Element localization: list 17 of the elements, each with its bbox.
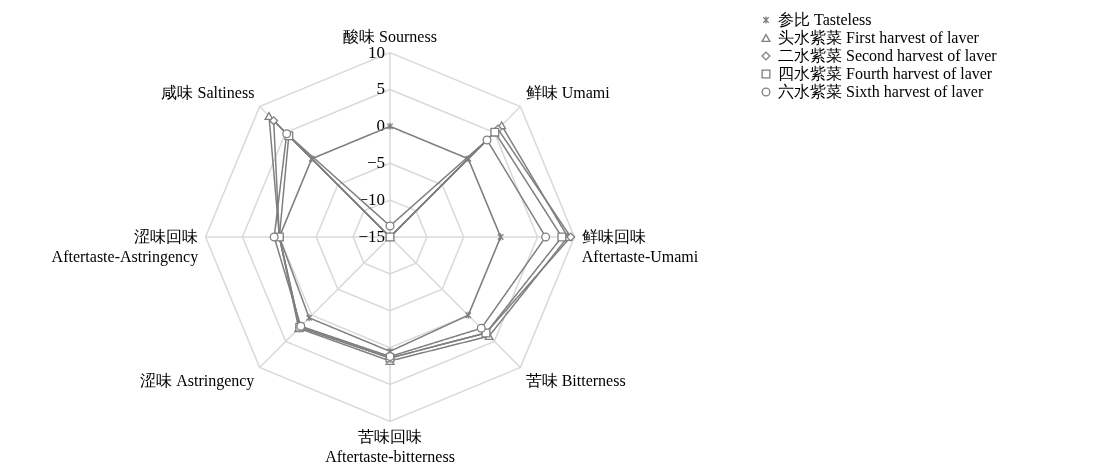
legend-label: 四水紫菜 Fourth harvest of laver xyxy=(778,65,993,82)
legend-label: 六水紫菜 Sixth harvest of laver xyxy=(778,83,984,100)
y-tick-label: 5 xyxy=(376,79,385,99)
legend-label: 参比 Tasteless xyxy=(778,11,872,28)
spoke-label: 鲜味 Umami xyxy=(525,84,611,102)
y-tick-label: −15 xyxy=(358,227,385,246)
spoke-label: 鲜味回味 Aftertaste-Umami xyxy=(581,228,699,265)
spoke-label: 咸味 Saltiness xyxy=(161,84,255,102)
spoke-label: 苦味 Bitterness xyxy=(525,371,626,389)
legend-label: 头水紫菜 First harvest of laver xyxy=(778,29,980,46)
y-tick-label: −5 xyxy=(366,153,385,173)
legend-label: 二水紫菜 Second harvest of laver xyxy=(778,47,998,64)
spoke-label: 涩味 Astringency xyxy=(140,371,255,390)
y-tick-label: −10 xyxy=(358,190,385,210)
spoke-label: 酸味 Sourness xyxy=(343,28,437,46)
spoke-label: 涩味回味 Aftertaste-Astringency xyxy=(51,228,199,266)
spoke-label: 苦味回味 Aftertaste-bitterness xyxy=(325,427,455,465)
